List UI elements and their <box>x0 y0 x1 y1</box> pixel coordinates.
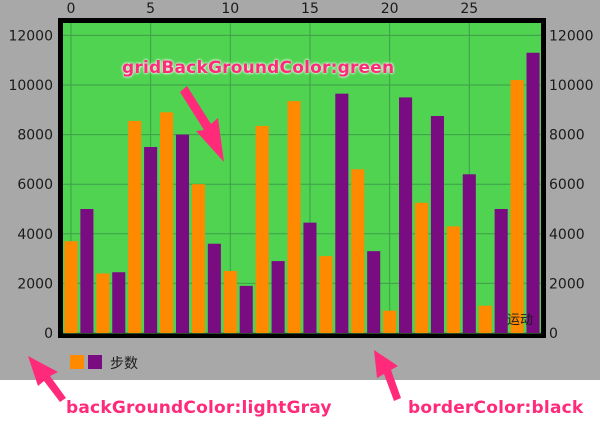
y-tick-label-right: 6000 <box>549 177 585 193</box>
y-tick-label-left: 0 <box>44 326 53 342</box>
x-tick-label: 25 <box>460 1 478 17</box>
bar-series-1-22 <box>414 202 429 333</box>
y-tick-label-right: 0 <box>549 326 558 342</box>
x-tick-label: 5 <box>146 1 155 17</box>
x-axis-tick-labels: 0 5 10 15 20 25 <box>67 1 479 17</box>
y-tick-label-right: 4000 <box>549 227 585 243</box>
bar-series-1-0 <box>64 241 78 333</box>
annotation-border-color: borderColor:black <box>408 398 584 418</box>
bar-series-2-1 <box>80 209 94 333</box>
legend-label: 步数 <box>110 356 138 372</box>
y-tick-label-right: 12000 <box>549 28 594 44</box>
bar-series-1-20 <box>383 310 397 333</box>
annotation-arrows <box>28 86 401 402</box>
y-tick-label-left: 12000 <box>8 28 53 44</box>
bar-series-1-6 <box>160 112 174 333</box>
y-tick-label-right: 2000 <box>549 276 585 292</box>
legend-swatch-purple <box>88 355 102 369</box>
bar-series-1-14 <box>287 101 301 334</box>
bar-series-1-28 <box>510 80 524 333</box>
bar-series-1-2 <box>96 273 110 333</box>
y-tick-label-left: 10000 <box>8 78 53 94</box>
annotation-background-color: backGroundColor:lightGray <box>66 398 332 418</box>
bar-series-1-26 <box>478 305 492 333</box>
x-axis-unit-label: 运动 <box>507 313 533 328</box>
plot-area-grid-background <box>63 23 541 333</box>
x-tick-label: 0 <box>67 1 76 17</box>
bar-series-2-29 <box>526 52 540 333</box>
bar-series-2-5 <box>144 147 158 333</box>
bar-series-2-25 <box>462 174 476 333</box>
bars <box>64 52 540 334</box>
arrow-grid-background <box>180 86 224 162</box>
bar-series-1-12 <box>255 125 269 333</box>
bar-series-2-13 <box>271 261 285 333</box>
bar-series-1-4 <box>128 120 142 334</box>
bar-series-2-9 <box>207 243 221 333</box>
y-tick-label-right: 10000 <box>549 78 594 94</box>
y-tick-label-left: 8000 <box>17 128 53 144</box>
legend-swatch-orange <box>70 355 84 369</box>
bar-series-2-3 <box>112 272 126 333</box>
legend: 步数 <box>70 355 138 372</box>
bar-series-2-11 <box>239 285 253 333</box>
x-tick-label: 10 <box>221 1 239 17</box>
bar-series-1-24 <box>446 226 460 333</box>
bar-series-1-8 <box>191 184 205 333</box>
bar-series-2-7 <box>175 134 190 333</box>
bar-series-1-18 <box>351 169 365 333</box>
x-tick-label: 15 <box>301 1 319 17</box>
annotation-grid-background-color: gridBackGroundColor:green <box>122 58 395 78</box>
bar-series-2-21 <box>399 97 413 334</box>
bar-series-2-23 <box>430 116 444 333</box>
y-tick-label-left: 2000 <box>17 276 53 292</box>
bar-series-1-10 <box>223 271 237 333</box>
left-y-axis-tick-labels: 0 2000 4000 6000 8000 10000 12000 <box>8 28 53 342</box>
bar-series-2-17 <box>335 93 349 334</box>
y-tick-label-left: 4000 <box>17 227 53 243</box>
right-y-axis-tick-labels: 0 2000 4000 6000 8000 10000 12000 <box>549 28 594 342</box>
bar-series-2-15 <box>303 222 317 333</box>
y-tick-label-right: 8000 <box>549 128 585 144</box>
bar-series-2-19 <box>367 251 381 333</box>
y-tick-label-left: 6000 <box>17 177 53 193</box>
arrow-background-color <box>28 356 66 402</box>
arrow-border-color <box>374 350 401 401</box>
bar-series-1-16 <box>319 256 333 333</box>
bar-series-2-27 <box>494 209 508 333</box>
x-tick-label: 20 <box>381 1 399 17</box>
